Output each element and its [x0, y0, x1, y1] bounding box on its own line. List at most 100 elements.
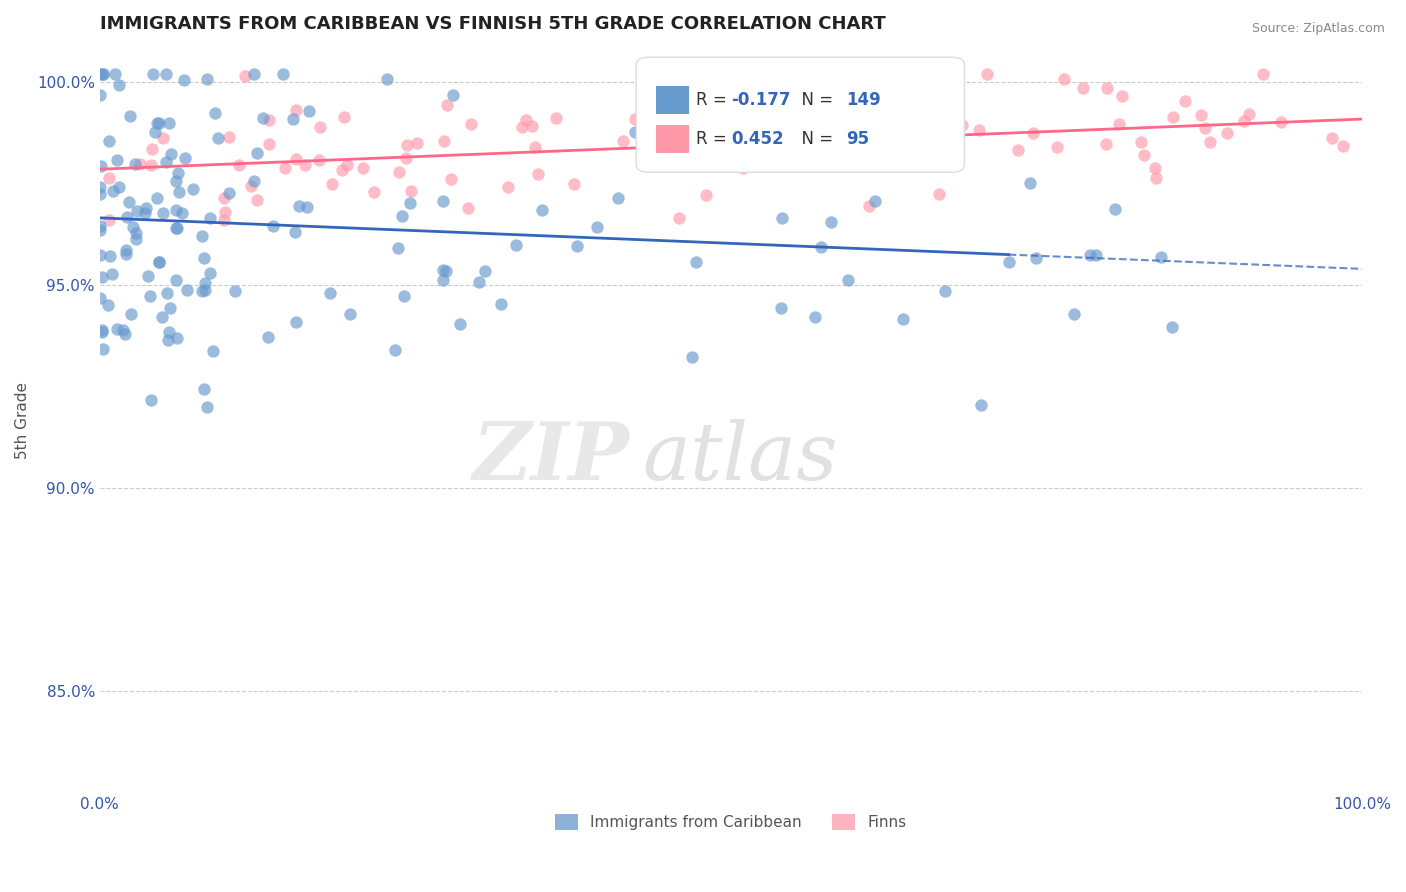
Point	[319, 285, 342, 300]
Point	[395, 151, 418, 165]
Point	[807, 130, 830, 145]
Point	[204, 106, 226, 120]
Point	[157, 325, 180, 339]
Text: Source: ZipAtlas.com: Source: ZipAtlas.com	[1251, 22, 1385, 36]
Point	[1194, 121, 1216, 136]
Legend: Immigrants from Caribbean, Finns: Immigrants from Caribbean, Finns	[548, 808, 912, 837]
Point	[152, 206, 174, 220]
Point	[1144, 161, 1167, 175]
Text: R =: R =	[696, 130, 731, 148]
Point	[257, 136, 280, 151]
Point	[246, 194, 269, 208]
Point	[97, 298, 120, 312]
Point	[546, 112, 568, 126]
Point	[928, 186, 950, 201]
Point	[114, 326, 136, 341]
Point	[399, 185, 422, 199]
Point	[339, 307, 361, 321]
Point	[224, 284, 246, 298]
Point	[785, 159, 807, 173]
Point	[631, 156, 654, 170]
Point	[284, 315, 307, 329]
Point	[321, 178, 343, 192]
Point	[1025, 251, 1047, 265]
Point	[524, 140, 547, 154]
Point	[252, 111, 274, 125]
Point	[820, 215, 842, 229]
Point	[530, 203, 553, 218]
Point	[770, 211, 793, 225]
Point	[505, 238, 527, 252]
Point	[143, 125, 166, 139]
Point	[1097, 81, 1119, 95]
Point	[115, 210, 138, 224]
Point	[90, 325, 112, 339]
Point	[193, 251, 215, 265]
Point	[997, 254, 1019, 268]
Point	[165, 221, 187, 235]
Point	[868, 133, 890, 147]
Point	[352, 161, 374, 175]
Point	[1063, 307, 1085, 321]
Point	[240, 178, 263, 193]
Point	[157, 333, 180, 347]
Point	[98, 249, 121, 263]
Text: 0.452: 0.452	[731, 130, 783, 148]
Point	[138, 289, 160, 303]
Point	[1133, 148, 1156, 162]
Point	[1019, 176, 1042, 190]
FancyBboxPatch shape	[657, 125, 689, 153]
Point	[439, 171, 461, 186]
Point	[387, 241, 409, 255]
Point	[148, 255, 170, 269]
Point	[1189, 108, 1212, 122]
Text: N =: N =	[792, 91, 839, 110]
Point	[89, 248, 111, 262]
Point	[125, 232, 148, 246]
Point	[91, 270, 114, 285]
Point	[810, 240, 832, 254]
Point	[242, 174, 264, 188]
Point	[288, 199, 311, 213]
Point	[89, 179, 111, 194]
Text: ZIP: ZIP	[472, 419, 630, 497]
Point	[713, 115, 735, 129]
Point	[363, 185, 385, 199]
Point	[685, 255, 707, 269]
Point	[520, 119, 543, 133]
Point	[97, 170, 120, 185]
Point	[1320, 131, 1343, 145]
Point	[145, 116, 167, 130]
Point	[124, 157, 146, 171]
Point	[191, 285, 214, 299]
Point	[108, 78, 131, 92]
Point	[118, 109, 141, 123]
Point	[89, 67, 111, 81]
Point	[1111, 89, 1133, 103]
Point	[174, 151, 197, 165]
Point	[460, 117, 482, 131]
Point	[105, 322, 128, 336]
Point	[515, 112, 537, 127]
Point	[256, 329, 278, 343]
Point	[198, 266, 221, 280]
Point	[1095, 137, 1118, 152]
Point	[1270, 115, 1292, 129]
Point	[89, 219, 111, 233]
Point	[392, 289, 415, 303]
Point	[1239, 107, 1261, 121]
Point	[375, 72, 398, 87]
Point	[1251, 67, 1274, 81]
Point	[194, 283, 217, 297]
Point	[699, 128, 721, 142]
Text: 149: 149	[846, 91, 880, 110]
Point	[707, 101, 730, 115]
Point	[155, 155, 177, 169]
Point	[309, 120, 332, 134]
Point	[115, 243, 138, 257]
Point	[623, 112, 645, 126]
Point	[868, 136, 890, 151]
Point	[491, 297, 513, 311]
Point	[214, 204, 236, 219]
Point	[246, 146, 269, 161]
